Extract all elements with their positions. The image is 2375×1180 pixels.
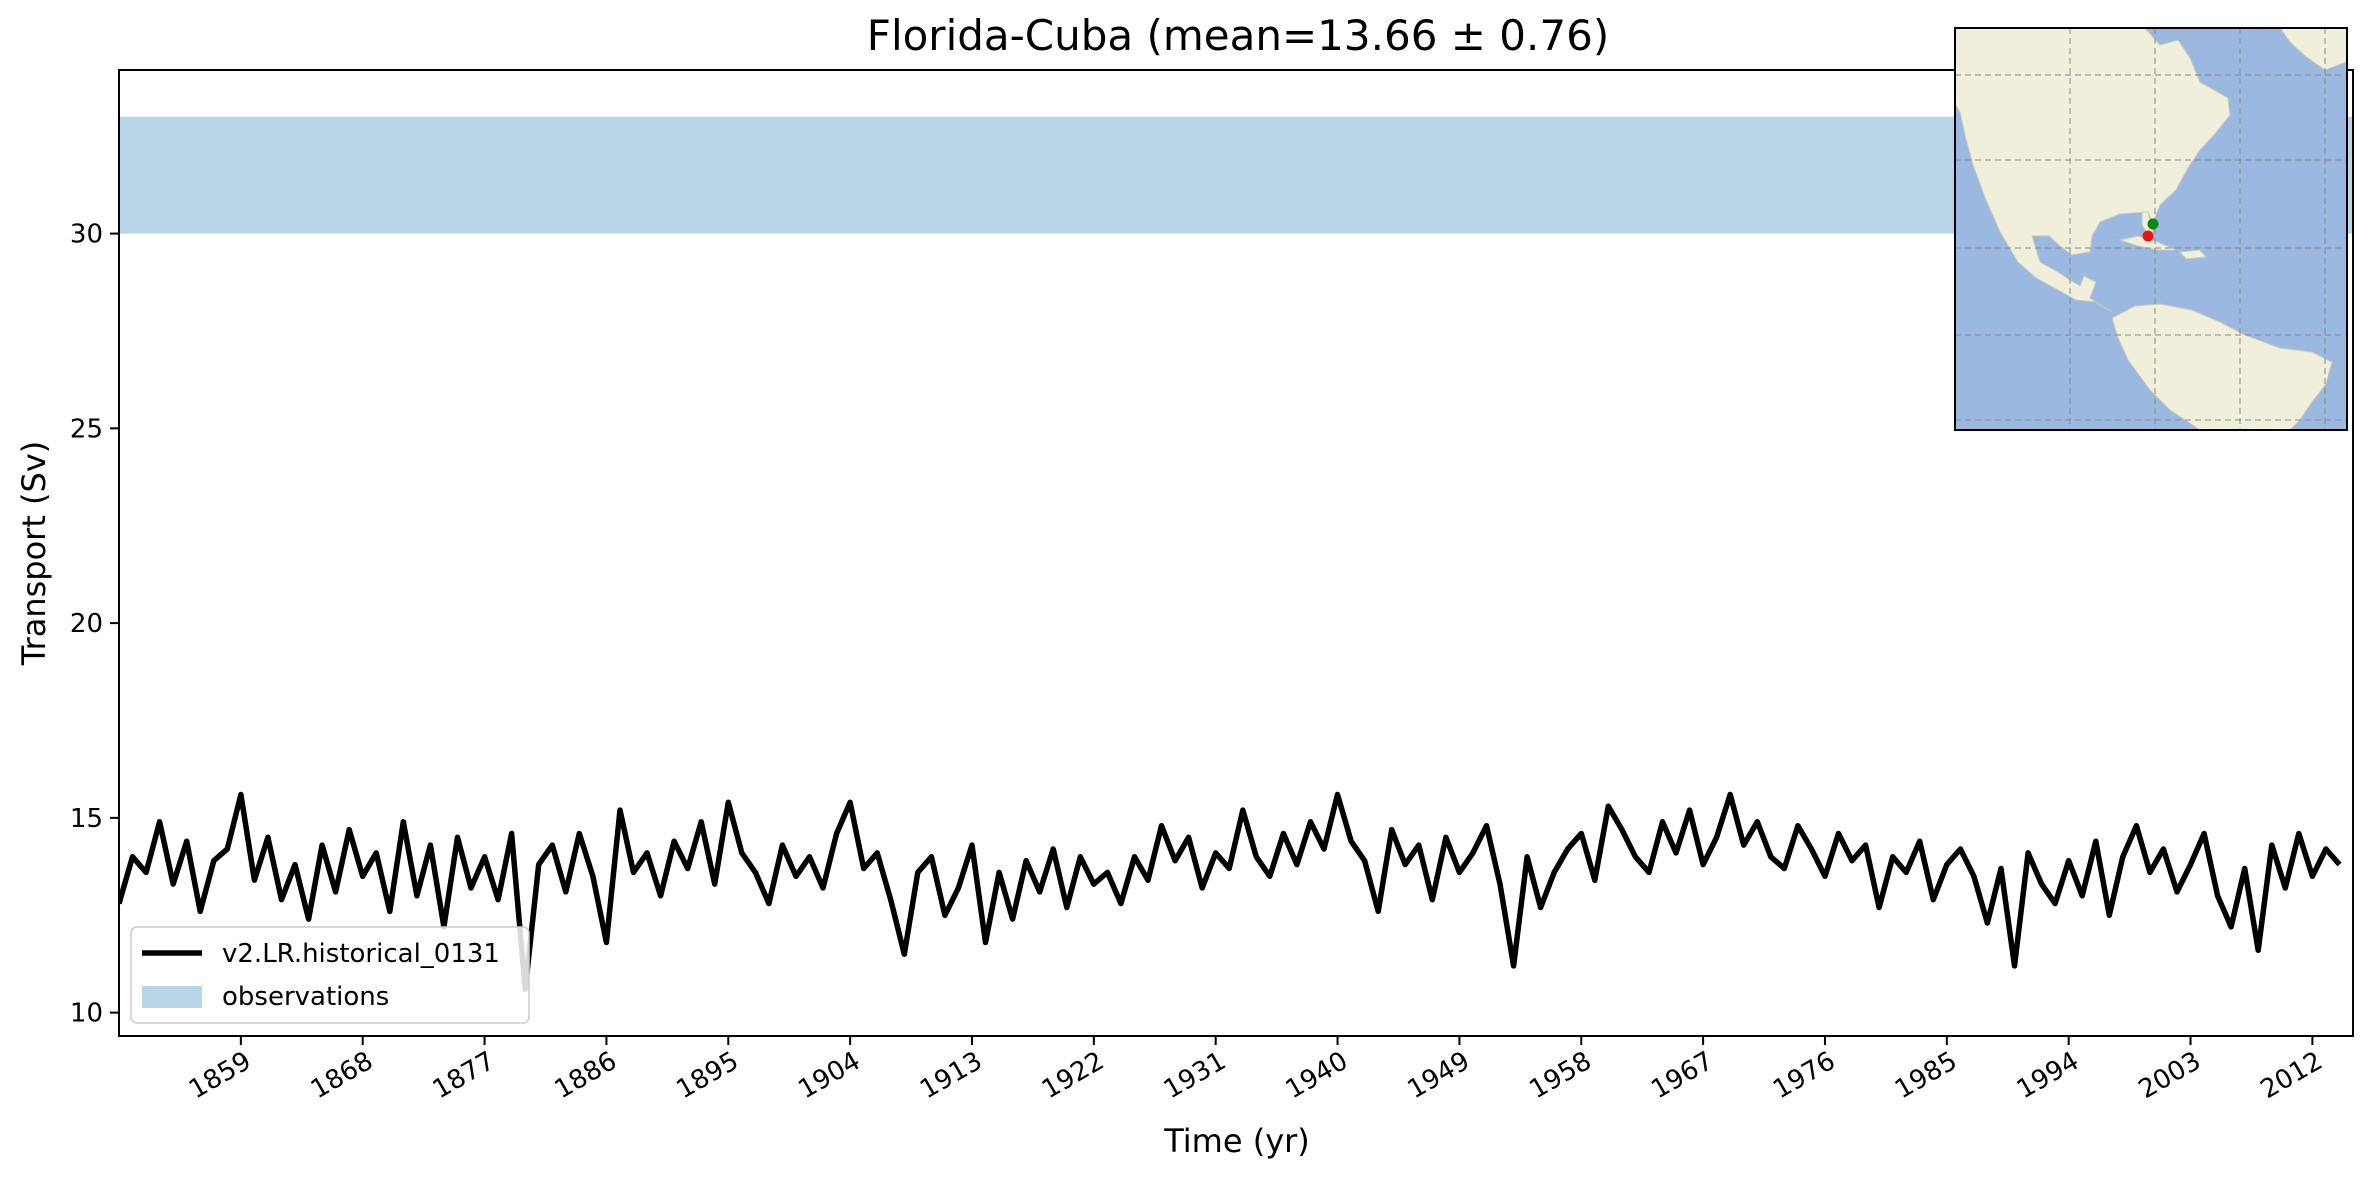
x-tick-label: 1886	[550, 1046, 622, 1105]
legend-swatch-observations	[142, 986, 202, 1008]
map-land-hispaniola	[2178, 249, 2208, 260]
x-tick-label: 1958	[1524, 1046, 1596, 1105]
x-tick-label: 1994	[2012, 1046, 2084, 1105]
y-tick-label: 30	[70, 220, 103, 250]
legend-frame	[130, 926, 530, 1024]
x-tick-label: 1931	[1159, 1046, 1231, 1105]
map-land-cuba	[2118, 235, 2177, 251]
x-tick-label: 1922	[1037, 1046, 1109, 1105]
x-tick-label: 1940	[1281, 1046, 1353, 1105]
x-tick-label: 1967	[1646, 1046, 1718, 1105]
x-axis-label: Time (yr)	[1163, 1122, 1310, 1160]
map-land-north-america	[1955, 28, 2231, 313]
inset-map	[1954, 27, 2348, 431]
x-tick-label: 1904	[793, 1046, 865, 1105]
y-tick-label: 15	[70, 804, 103, 834]
section-end-marker	[2142, 230, 2154, 242]
y-axis-label: Transport (Sv)	[15, 441, 53, 667]
x-tick-label: 1859	[184, 1046, 256, 1105]
chart-title: Florida-Cuba (mean=13.66 ± 0.76)	[867, 11, 1609, 60]
section-start-marker	[2147, 218, 2159, 230]
x-tick-label: 1895	[671, 1046, 743, 1105]
x-tick-label: 1976	[1768, 1046, 1840, 1105]
legend-label-series: v2.LR.historical_0131	[222, 939, 500, 969]
inset-map-frame	[1954, 27, 2348, 431]
legend-label-observations: observations	[222, 982, 389, 1012]
x-tick-label: 1949	[1403, 1046, 1475, 1105]
x-tick-label: 1913	[915, 1046, 987, 1105]
x-tick-label: 1868	[306, 1046, 378, 1105]
x-tick-label: 1877	[428, 1046, 500, 1105]
y-tick-label: 20	[70, 609, 103, 639]
legend: v2.LR.historical_0131 observations	[130, 926, 530, 1024]
x-tick-label: 1985	[1890, 1046, 1962, 1105]
plot-frame	[118, 69, 2354, 1037]
x-tick-label: 2012	[2256, 1046, 2328, 1105]
y-tick-label: 25	[70, 414, 103, 444]
y-tick-label: 10	[70, 999, 103, 1029]
transport-series-line	[119, 791, 2342, 993]
x-tick-label: 2003	[2134, 1046, 2206, 1105]
